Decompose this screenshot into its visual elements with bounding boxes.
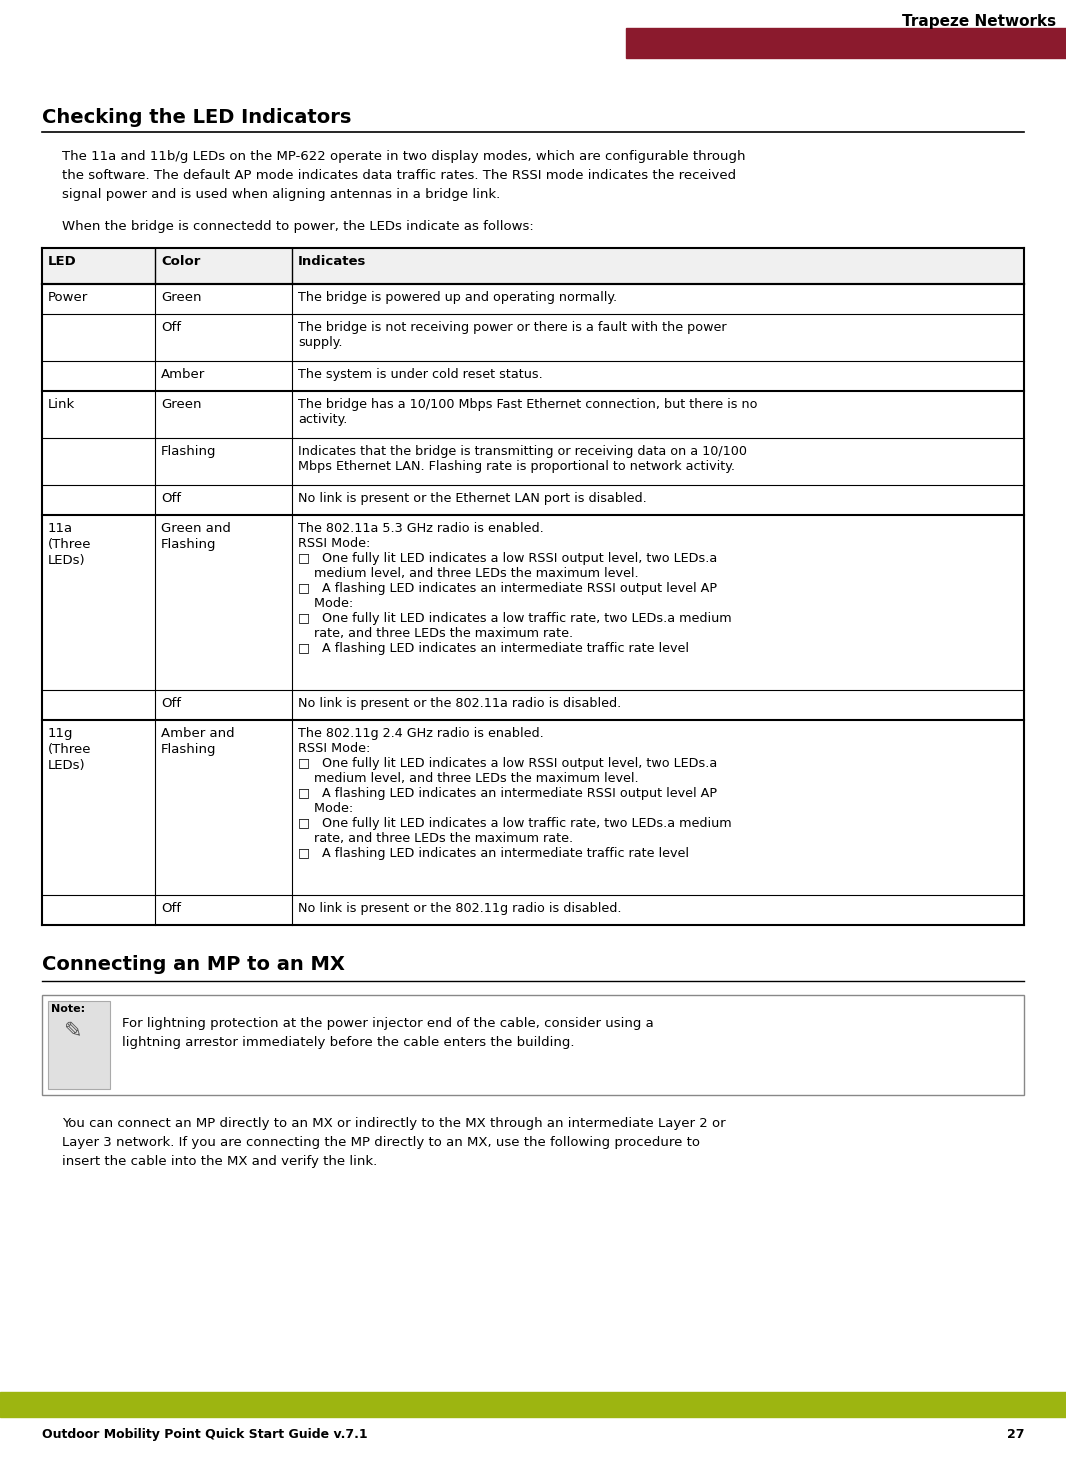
Bar	[48, 1001, 110, 1088]
Text: Mode:: Mode:	[298, 802, 353, 816]
Bar	[42, 995, 1024, 1096]
Text: Note:: Note:	[51, 1004, 85, 1014]
Text: The 11a and 11b/g LEDs on the MP-622 operate in two display modes, which are con: The 11a and 11b/g LEDs on the MP-622 ope…	[62, 150, 745, 163]
Text: Layer 3 network. If you are connecting the MP directly to an MX, use the followi: Layer 3 network. If you are connecting t…	[62, 1137, 700, 1150]
Text: No link is present or the Ethernet LAN port is disabled.: No link is present or the Ethernet LAN p…	[298, 492, 647, 505]
Text: Outdoor Mobility Point Quick Start Guide v.7.1: Outdoor Mobility Point Quick Start Guide…	[42, 1428, 368, 1441]
Text: ✎: ✎	[64, 1021, 83, 1042]
Text: The system is under cold reset status.: The system is under cold reset status.	[298, 368, 543, 381]
Text: supply.: supply.	[298, 336, 342, 349]
Text: The bridge is not receiving power or there is a fault with the power: The bridge is not receiving power or the…	[298, 321, 727, 334]
Text: activity.: activity.	[298, 413, 348, 426]
Text: Off: Off	[161, 321, 181, 334]
Text: rate, and three LEDs the maximum rate.: rate, and three LEDs the maximum rate.	[298, 627, 574, 641]
Text: insert the cable into the MX and verify the link.: insert the cable into the MX and verify …	[62, 1156, 377, 1169]
Text: Indicates that the bridge is transmitting or receiving data on a 10/100: Indicates that the bridge is transmittin…	[298, 445, 747, 458]
Text: Flashing: Flashing	[161, 445, 216, 458]
Text: You can connect an MP directly to an MX or indirectly to the MX through an inter: You can connect an MP directly to an MX …	[62, 1118, 726, 1131]
Text: the software. The default AP mode indicates data traffic rates. The RSSI mode in: the software. The default AP mode indica…	[62, 169, 737, 182]
Text: For lightning protection at the power injector end of the cable, consider using : For lightning protection at the power in…	[122, 1017, 653, 1030]
Text: Indicates: Indicates	[298, 255, 367, 268]
Text: LED: LED	[48, 255, 77, 268]
Text: The bridge has a 10/100 Mbps Fast Ethernet connection, but there is no: The bridge has a 10/100 Mbps Fast Ethern…	[298, 398, 758, 411]
Text: Amber and
Flashing: Amber and Flashing	[161, 727, 235, 756]
Text: RSSI Mode:: RSSI Mode:	[298, 743, 370, 754]
Text: □   One fully lit LED indicates a low traffic rate, two LEDs.a medium: □ One fully lit LED indicates a low traf…	[298, 817, 731, 830]
Text: The 802.11g 2.4 GHz radio is enabled.: The 802.11g 2.4 GHz radio is enabled.	[298, 727, 544, 740]
Text: □   A flashing LED indicates an intermediate RSSI output level AP: □ A flashing LED indicates an intermedia…	[298, 582, 717, 595]
Text: Connecting an MP to an MX: Connecting an MP to an MX	[42, 956, 345, 975]
Text: 11g
(Three
LEDs): 11g (Three LEDs)	[48, 727, 92, 772]
Text: The 802.11a 5.3 GHz radio is enabled.: The 802.11a 5.3 GHz radio is enabled.	[298, 522, 544, 535]
Text: Trapeze Networks: Trapeze Networks	[902, 15, 1056, 29]
Text: RSSI Mode:: RSSI Mode:	[298, 537, 370, 550]
Text: Amber: Amber	[161, 368, 206, 381]
Text: □   One fully lit LED indicates a low RSSI output level, two LEDs.a: □ One fully lit LED indicates a low RSSI…	[298, 552, 717, 565]
Text: □   A flashing LED indicates an intermediate RSSI output level AP: □ A flashing LED indicates an intermedia…	[298, 786, 717, 800]
Text: □   A flashing LED indicates an intermediate traffic rate level: □ A flashing LED indicates an intermedia…	[298, 848, 689, 859]
Text: lightning arrestor immediately before the cable enters the building.: lightning arrestor immediately before th…	[122, 1036, 575, 1049]
Bar	[42, 248, 1024, 285]
Text: □   One fully lit LED indicates a low RSSI output level, two LEDs.a: □ One fully lit LED indicates a low RSSI…	[298, 757, 717, 770]
Text: 11a
(Three
LEDs): 11a (Three LEDs)	[48, 522, 92, 568]
Text: medium level, and three LEDs the maximum level.: medium level, and three LEDs the maximum…	[298, 568, 639, 581]
Text: Checking the LED Indicators: Checking the LED Indicators	[42, 108, 352, 127]
Text: Off: Off	[161, 697, 181, 711]
Text: Green: Green	[161, 398, 201, 411]
Text: When the bridge is connectedd to power, the LEDs indicate as follows:: When the bridge is connectedd to power, …	[62, 220, 534, 233]
Text: □   One fully lit LED indicates a low traffic rate, two LEDs.a medium: □ One fully lit LED indicates a low traf…	[298, 611, 731, 624]
Text: Link: Link	[48, 398, 76, 411]
Bar	[626, 28, 1066, 58]
Text: Green and
Flashing: Green and Flashing	[161, 522, 231, 552]
Text: □   A flashing LED indicates an intermediate traffic rate level: □ A flashing LED indicates an intermedia…	[298, 642, 689, 655]
Text: Off: Off	[161, 902, 181, 915]
Text: signal power and is used when aligning antennas in a bridge link.: signal power and is used when aligning a…	[62, 188, 500, 201]
Text: No link is present or the 802.11g radio is disabled.: No link is present or the 802.11g radio …	[298, 902, 621, 915]
Text: Mbps Ethernet LAN. Flashing rate is proportional to network activity.: Mbps Ethernet LAN. Flashing rate is prop…	[298, 460, 734, 473]
Text: The bridge is powered up and operating normally.: The bridge is powered up and operating n…	[298, 290, 617, 303]
Text: 27: 27	[1006, 1428, 1024, 1441]
Text: medium level, and three LEDs the maximum level.: medium level, and three LEDs the maximum…	[298, 772, 639, 785]
Text: Color: Color	[161, 255, 200, 268]
Bar	[0, 1392, 1066, 1417]
Text: rate, and three LEDs the maximum rate.: rate, and three LEDs the maximum rate.	[298, 832, 574, 845]
Text: Green: Green	[161, 290, 201, 303]
Text: Mode:: Mode:	[298, 597, 353, 610]
Text: Off: Off	[161, 492, 181, 505]
Text: Power: Power	[48, 290, 88, 303]
Text: No link is present or the 802.11a radio is disabled.: No link is present or the 802.11a radio …	[298, 697, 621, 711]
